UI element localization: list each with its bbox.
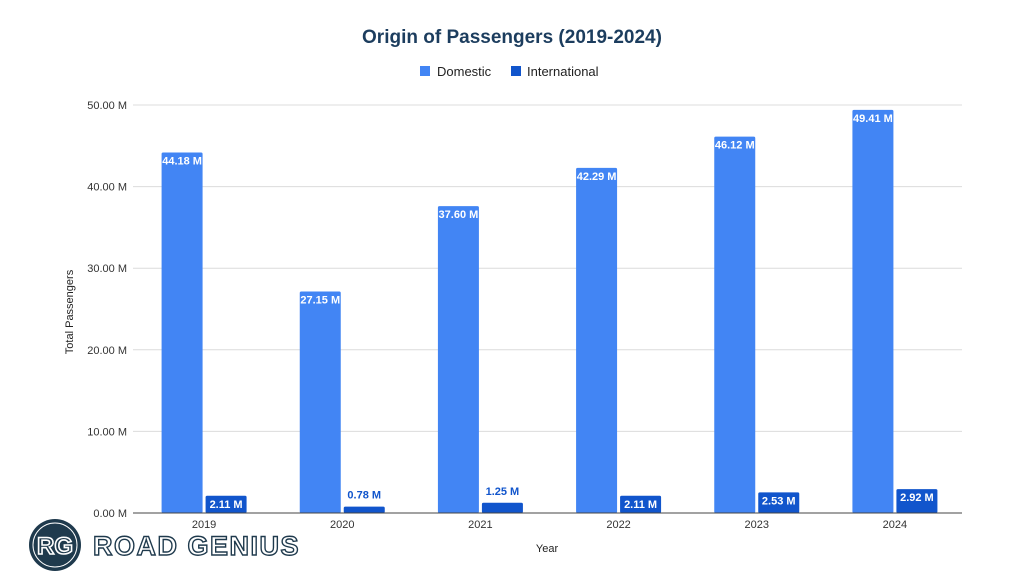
y-axis-title: Total Passengers <box>64 269 76 354</box>
bar-international-2024 <box>896 489 938 513</box>
logo-ring-icon <box>32 522 78 568</box>
data-label-international-2019: 2.11 M <box>210 499 243 511</box>
legend-swatch-domestic <box>420 66 430 76</box>
x-tick-label: 2024 <box>883 519 907 531</box>
y-tick-label: 30.00 M <box>87 263 127 275</box>
y-axis-ticks: 0.00 M 10.00 M 20.00 M 30.00 M 40.00 M 50.00 … <box>87 100 127 520</box>
legend-swatch-international <box>511 66 521 76</box>
data-label-domestic-2021: 37.60 M <box>439 209 479 221</box>
y-tick-label: 10.00 M <box>87 426 127 438</box>
data-label-international-2020: 0.78 M <box>347 490 381 502</box>
x-axis-title: Year <box>536 543 559 555</box>
bar-international-2020 <box>343 506 385 513</box>
data-label-international-2021: 1.25 M <box>486 486 520 498</box>
y-tick-label: 50.00 M <box>87 100 127 112</box>
x-tick-label: 2020 <box>330 519 354 531</box>
bar-domestic-2019 <box>161 152 203 513</box>
x-tick-label: 2021 <box>468 519 492 531</box>
data-label-domestic-2019: 44.18 M <box>162 155 202 167</box>
data-label-international-2022: 2.11 M <box>624 499 657 511</box>
x-tick-label: 2023 <box>745 519 769 531</box>
legend-label-international: International <box>527 64 599 79</box>
bar-international-2019 <box>205 495 247 513</box>
data-label-domestic-2022: 42.29 M <box>577 171 617 183</box>
y-tick-label: 40.00 M <box>87 182 127 194</box>
bar-international-2022 <box>620 495 662 513</box>
bar-international-2023 <box>758 492 800 513</box>
gridlines <box>133 104 962 432</box>
legend: Domestic International <box>420 64 599 79</box>
bar-domestic-2022 <box>576 167 618 513</box>
logo-circle-icon <box>29 519 81 571</box>
bar-domestic-2023 <box>714 136 756 513</box>
data-label-domestic-2023: 46.12 M <box>715 140 755 152</box>
legend-label-domestic: Domestic <box>437 64 492 79</box>
chart-title: Origin of Passengers (2019-2024) <box>362 27 662 48</box>
bar-domestic-2024 <box>852 109 894 514</box>
x-tick-label: 2019 <box>192 519 216 531</box>
data-label-international-2024: 2.92 M <box>900 492 934 504</box>
y-tick-label: 20.00 M <box>87 345 127 357</box>
y-tick-label: 0.00 M <box>93 508 127 520</box>
bar-international-2021 <box>481 502 523 513</box>
x-tick-label: 2022 <box>606 519 630 531</box>
road-genius-logo: RG ROAD GENIUS <box>29 519 300 571</box>
bar-domestic-2021 <box>437 206 479 513</box>
bar-domestic-2020 <box>299 291 341 513</box>
logo-wordmark: ROAD GENIUS <box>93 531 300 561</box>
logo-monogram: RG <box>37 533 73 560</box>
data-label-international-2023: 2.53 M <box>762 495 796 507</box>
bars: 44.18 M 2.11 M 27.15 M 0.78 M 37.60 M 1.25 M 4… <box>161 109 938 514</box>
data-label-domestic-2024: 49.41 M <box>853 113 893 125</box>
data-label-domestic-2020: 27.15 M <box>300 294 340 306</box>
x-axis-ticks: 2019 2020 2021 2022 2023 2024 <box>192 519 907 531</box>
